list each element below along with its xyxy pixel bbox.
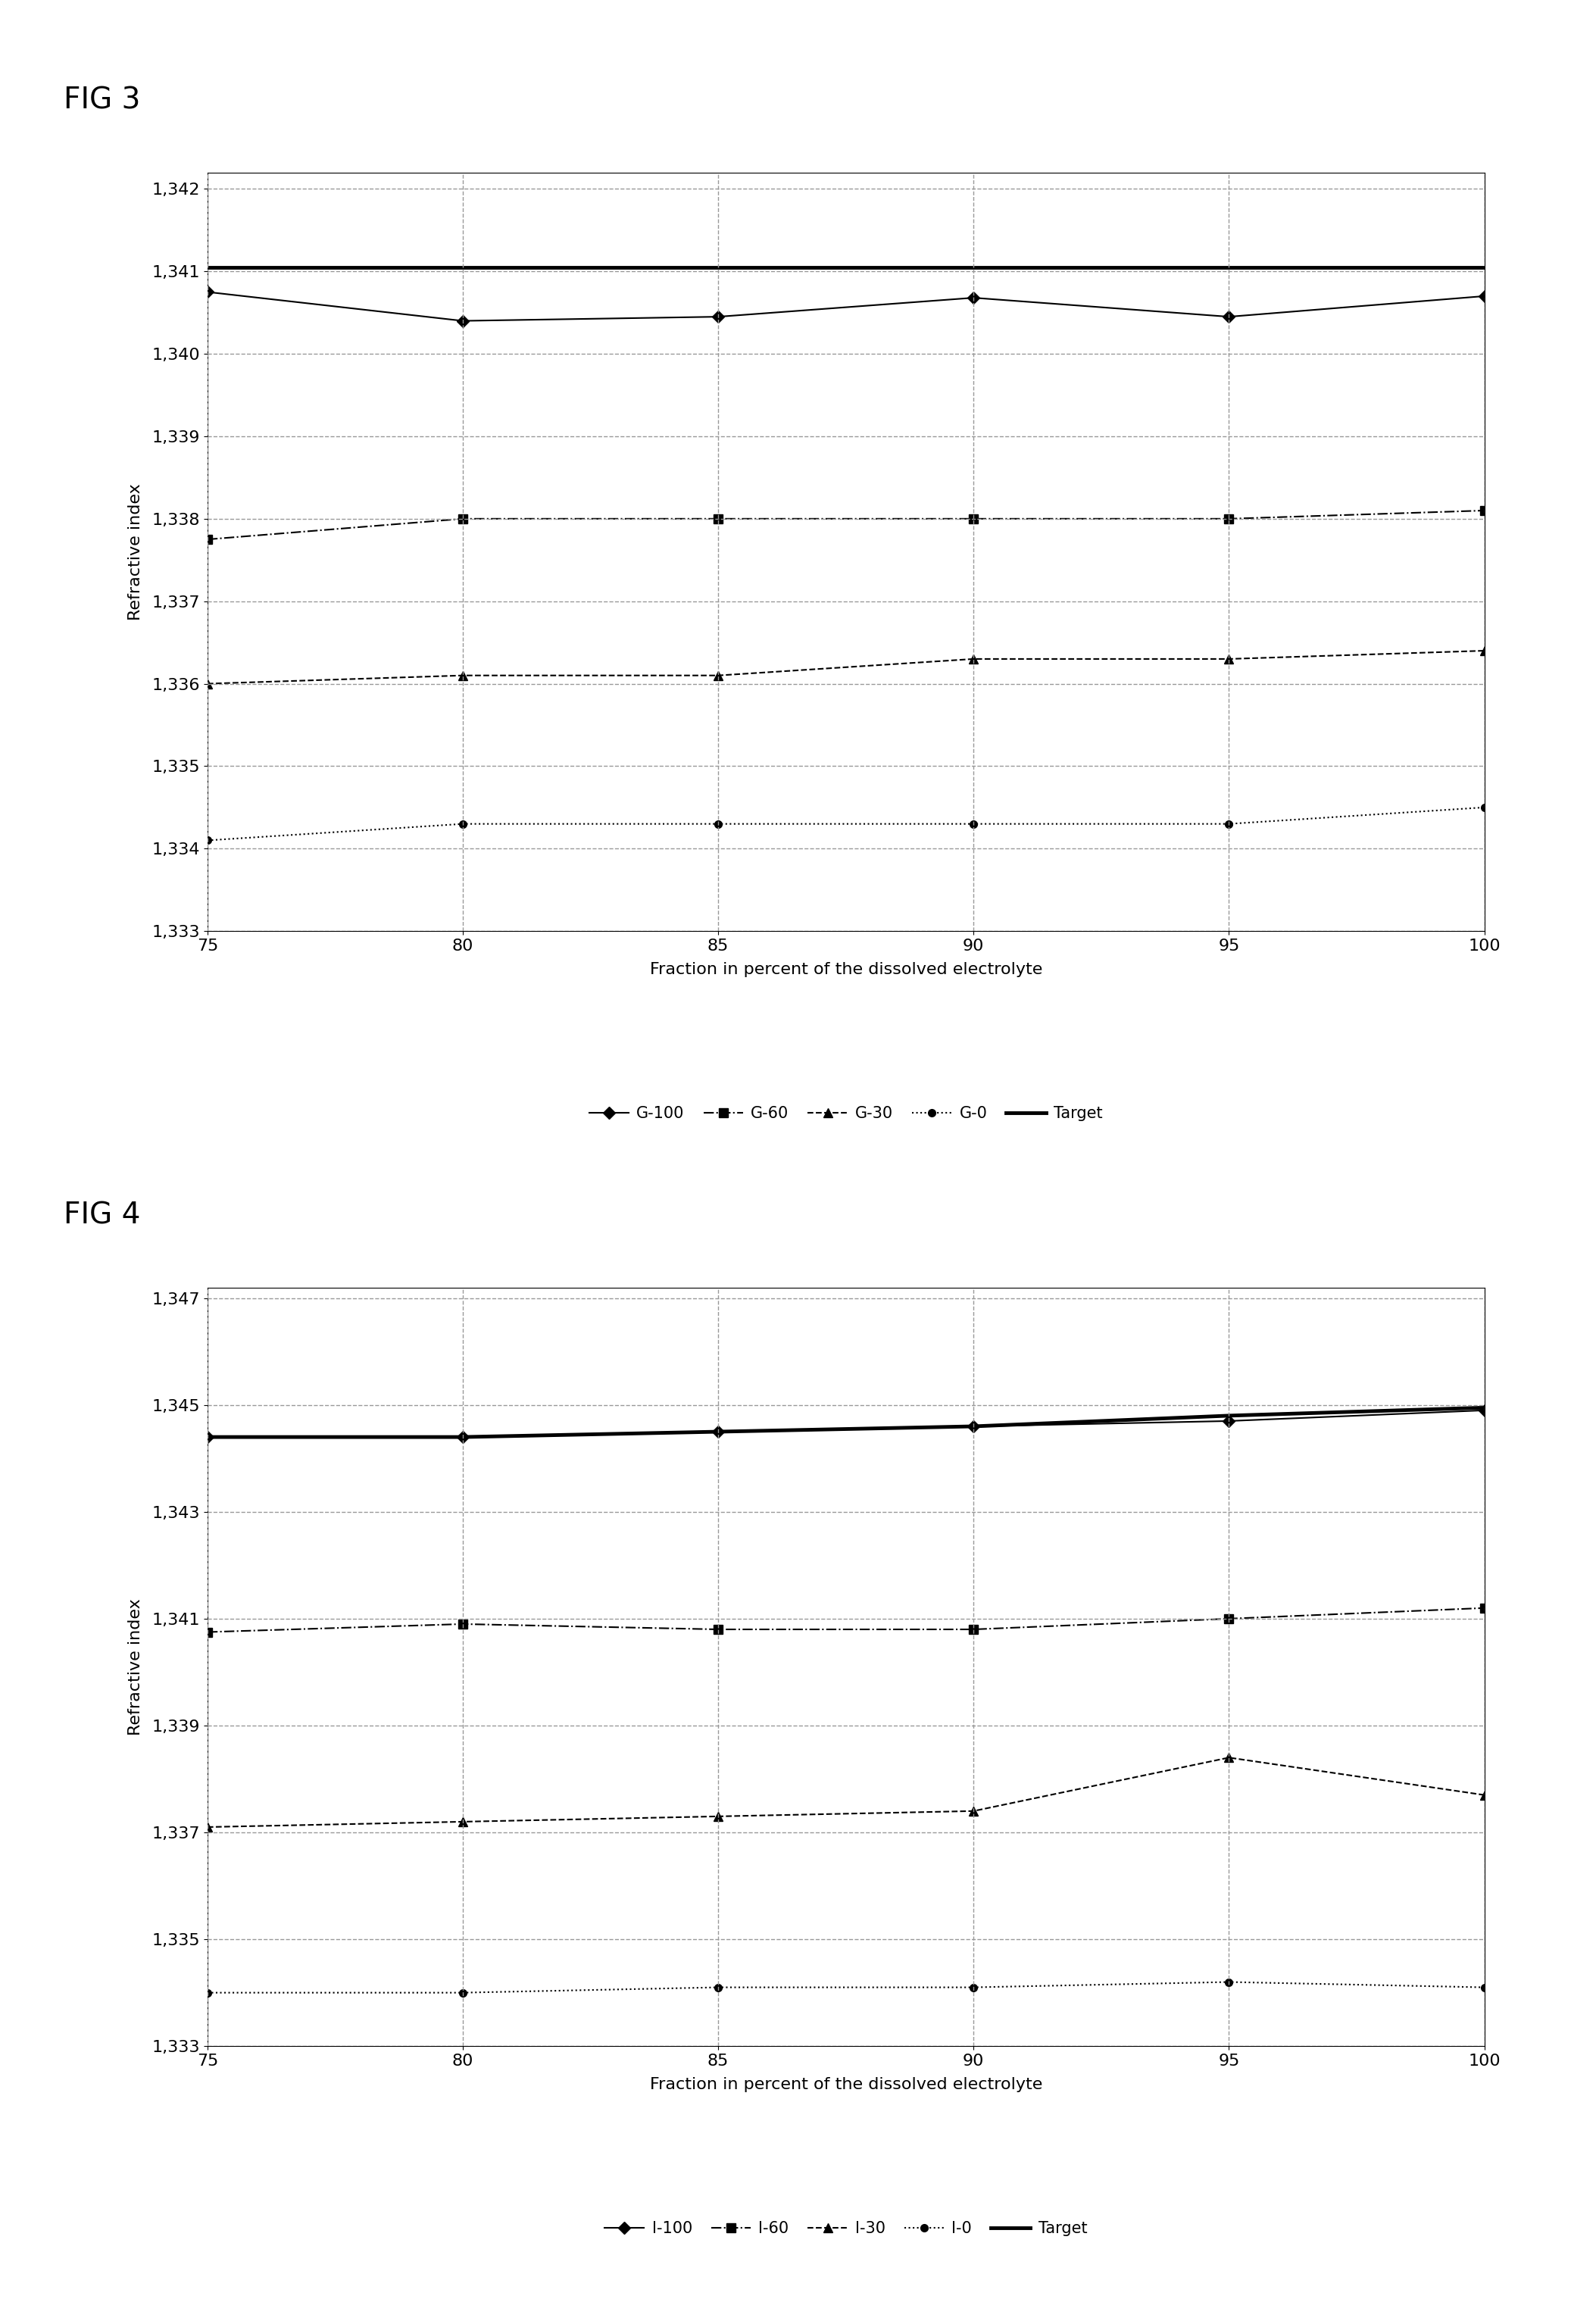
I-100	[1475, 1395, 1494, 1423]
G-60	[198, 526, 217, 554]
Legend: G-100, G-60, G-30, G-0, Target: G-100, G-60, G-30, G-0, Target	[589, 1106, 1103, 1122]
G-0	[453, 809, 472, 837]
I-30	[198, 1814, 217, 1841]
G-0	[709, 809, 728, 837]
I-100	[964, 1412, 983, 1439]
Line: G-0: G-0	[204, 805, 1487, 844]
G-60	[1475, 497, 1494, 524]
Y-axis label: Refractive index: Refractive index	[128, 483, 144, 621]
G-100	[1219, 303, 1238, 331]
I-0	[453, 1979, 472, 2007]
Target	[1475, 253, 1494, 280]
I-30	[1219, 1745, 1238, 1773]
G-100	[453, 308, 472, 336]
G-30	[1475, 637, 1494, 664]
Line: G-30: G-30	[203, 646, 1489, 687]
Target	[709, 1418, 728, 1446]
G-100	[198, 278, 217, 306]
G-60	[709, 506, 728, 533]
Line: Target: Target	[207, 1407, 1484, 1437]
I-0	[198, 1979, 217, 2007]
I-60	[964, 1616, 983, 1644]
I-100	[198, 1423, 217, 1451]
I-30	[709, 1802, 728, 1830]
I-100	[709, 1418, 728, 1446]
Target	[198, 1423, 217, 1451]
I-0	[709, 1973, 728, 2000]
G-0	[1475, 793, 1494, 821]
I-60	[1219, 1605, 1238, 1632]
I-60	[1475, 1593, 1494, 1621]
I-0	[1475, 1973, 1494, 2000]
Target	[709, 253, 728, 280]
G-60	[453, 506, 472, 533]
G-30	[1219, 646, 1238, 674]
I-100	[453, 1423, 472, 1451]
Target	[964, 1412, 983, 1439]
G-30	[198, 669, 217, 697]
I-0	[964, 1973, 983, 2000]
I-60	[709, 1616, 728, 1644]
I-0	[1219, 1968, 1238, 1996]
I-60	[453, 1609, 472, 1637]
Target	[453, 253, 472, 280]
G-0	[198, 828, 217, 855]
Target	[964, 253, 983, 280]
X-axis label: Fraction in percent of the dissolved electrolyte: Fraction in percent of the dissolved ele…	[650, 2076, 1042, 2092]
G-30	[453, 662, 472, 690]
G-100	[709, 303, 728, 331]
Line: I-60: I-60	[203, 1605, 1489, 1637]
Line: I-100: I-100	[203, 1407, 1489, 1441]
Line: G-100: G-100	[203, 287, 1489, 324]
Target	[198, 253, 217, 280]
Line: G-60: G-60	[203, 506, 1489, 543]
Legend: I-100, I-60, I-30, I-0, Target: I-100, I-60, I-30, I-0, Target	[605, 2221, 1087, 2237]
X-axis label: Fraction in percent of the dissolved electrolyte: Fraction in percent of the dissolved ele…	[650, 961, 1042, 977]
I-30	[964, 1798, 983, 1825]
G-30	[709, 662, 728, 690]
I-100	[1219, 1407, 1238, 1435]
I-30	[453, 1807, 472, 1835]
Target	[1219, 253, 1238, 280]
G-60	[1219, 506, 1238, 533]
G-100	[964, 285, 983, 313]
Y-axis label: Refractive index: Refractive index	[128, 1598, 144, 1736]
Target	[1219, 1402, 1238, 1430]
Line: I-30: I-30	[203, 1754, 1489, 1832]
G-100	[1475, 283, 1494, 310]
I-60	[198, 1618, 217, 1646]
Line: I-0: I-0	[204, 1979, 1487, 1996]
I-30	[1475, 1782, 1494, 1809]
Text: FIG 4: FIG 4	[64, 1200, 140, 1230]
G-0	[1219, 809, 1238, 837]
Text: FIG 3: FIG 3	[64, 85, 140, 115]
G-30	[964, 646, 983, 674]
Target	[1475, 1393, 1494, 1421]
Target	[453, 1423, 472, 1451]
G-0	[964, 809, 983, 837]
G-60	[964, 506, 983, 533]
